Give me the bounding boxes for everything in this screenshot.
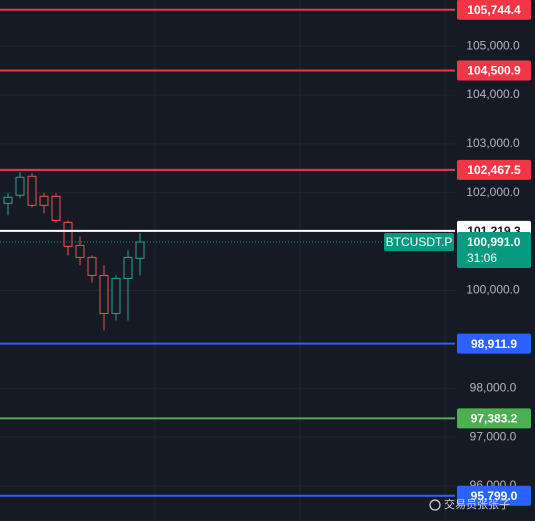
marks xyxy=(0,8,455,497)
y-tick-label: 98,000.0 xyxy=(470,380,517,394)
price-label: 102,467.5 xyxy=(467,163,521,177)
candle-body xyxy=(87,256,97,276)
countdown-label: 31:06 xyxy=(467,251,497,265)
price-label: 98,911.9 xyxy=(471,337,517,351)
price-label-box xyxy=(457,0,531,20)
y-tick-label: 102,000.0 xyxy=(466,185,520,199)
last-price-box xyxy=(457,232,531,269)
candle-body xyxy=(63,221,73,247)
price-label: 105,744.4 xyxy=(467,3,521,17)
watermark: 交易员张张子 xyxy=(444,497,510,511)
candle-body xyxy=(75,244,85,258)
price-label: 104,500.9 xyxy=(467,64,521,78)
candle-body xyxy=(3,196,13,204)
y-tick-label: 103,000.0 xyxy=(466,136,520,150)
candle-body xyxy=(135,241,145,259)
y-tick-label: 104,000.0 xyxy=(466,87,520,101)
last-price-label: 100,991.0 xyxy=(467,235,521,249)
labels: 105,000.0 104,000.0 103,000.0 102,000.0 100,… xyxy=(384,0,531,506)
grid xyxy=(0,45,455,487)
watermark-icon xyxy=(429,499,441,511)
price-label: 97,383.2 xyxy=(471,412,518,426)
price-label-box xyxy=(457,159,531,180)
price-label-box xyxy=(457,408,531,429)
symbol-box xyxy=(384,233,454,252)
y-tick-label: 100,000.0 xyxy=(466,283,520,297)
candle-body xyxy=(123,256,133,279)
y-tick-label: 97,000.0 xyxy=(470,429,517,443)
candle-body xyxy=(111,277,121,314)
candle-body xyxy=(15,176,25,196)
price-label-box xyxy=(457,485,531,506)
candle-body xyxy=(39,195,49,206)
candle-body xyxy=(27,175,37,206)
price-label: 95,799.0 xyxy=(471,489,518,503)
price-label-box xyxy=(457,60,531,81)
candle-body xyxy=(51,195,61,221)
y-tick-label: 105,000.0 xyxy=(466,38,520,52)
symbol-label: BTCUSDT.P xyxy=(386,235,453,249)
candle-body xyxy=(99,274,109,314)
price-label-box xyxy=(457,333,531,354)
